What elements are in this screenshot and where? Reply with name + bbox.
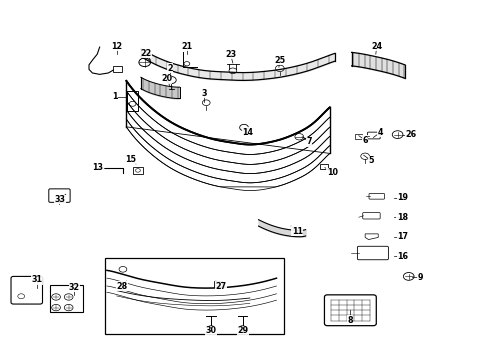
Text: 2: 2 [167,64,172,73]
Text: 7: 7 [306,137,312,146]
Text: 15: 15 [125,155,137,164]
Text: 17: 17 [397,232,408,241]
Text: 23: 23 [225,50,236,59]
Text: 19: 19 [397,193,408,202]
Text: 13: 13 [92,163,103,172]
Text: 6: 6 [363,136,368,145]
Text: 14: 14 [242,128,253,137]
Text: 12: 12 [111,41,122,50]
Text: 1: 1 [112,92,118,101]
Text: 28: 28 [116,282,127,291]
Text: 20: 20 [161,75,172,84]
Text: 11: 11 [292,227,303,236]
Text: 21: 21 [181,41,193,50]
Text: 29: 29 [237,326,248,335]
Text: 5: 5 [368,156,374,165]
Text: 3: 3 [201,89,207,98]
Text: 27: 27 [215,282,226,291]
Text: 26: 26 [406,130,416,139]
Text: 33: 33 [54,195,66,204]
Text: 25: 25 [274,56,286,65]
Text: 32: 32 [69,283,80,292]
Text: 9: 9 [417,273,423,282]
Text: 10: 10 [327,168,338,177]
Text: 31: 31 [31,275,42,284]
Text: 24: 24 [371,41,382,50]
Text: 18: 18 [397,213,408,222]
Text: 30: 30 [206,326,217,335]
Text: 4: 4 [378,128,383,137]
Text: 22: 22 [141,49,152,58]
Text: 16: 16 [397,252,408,261]
Text: 8: 8 [347,315,353,324]
